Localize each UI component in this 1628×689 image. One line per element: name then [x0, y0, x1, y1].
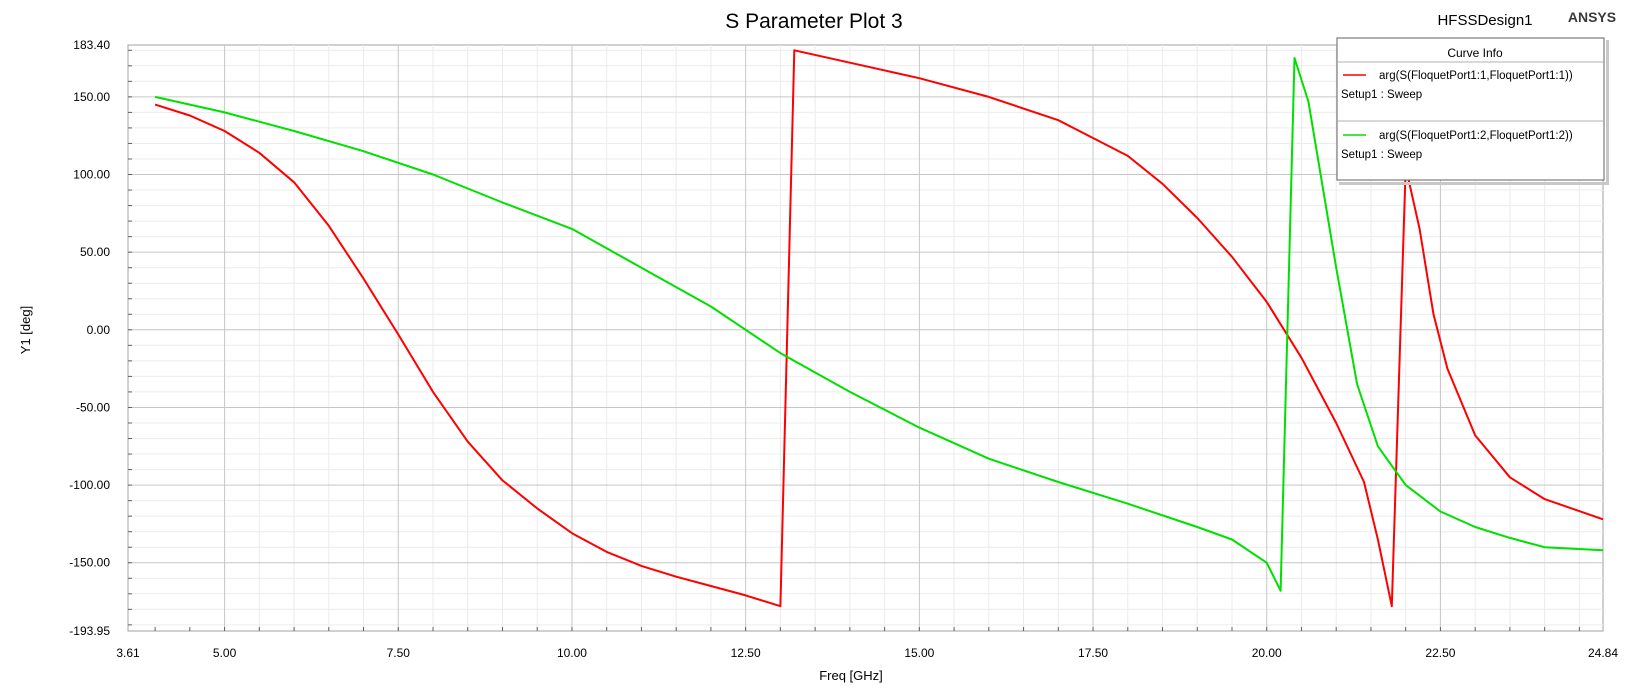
y-tick-label: -193.95 — [69, 624, 110, 638]
ansys-logo: ANSYS — [1568, 9, 1616, 25]
y-tick-label: 150.00 — [73, 90, 110, 104]
axis-tick-marks — [128, 49, 1580, 631]
design-name: HFSSDesign1 — [1437, 12, 1532, 29]
y-axis-label: Y1 [deg] — [18, 306, 33, 354]
x-tick-label: 10.00 — [557, 646, 587, 660]
y-tick-labels: 183.40 150.00 100.00 50.00 0.00 -50.00 -100.00… — [69, 38, 110, 638]
x-tick-label: 5.00 — [213, 646, 237, 660]
minor-gridlines — [128, 45, 1603, 631]
series-line-2 — [154, 57, 1604, 592]
y-tick-label: 183.40 — [73, 38, 110, 52]
x-tick-label: 22.50 — [1425, 646, 1455, 660]
x-tick-label: 17.50 — [1078, 646, 1108, 660]
legend-setup-s22: Setup1 : Sweep — [1341, 149, 1422, 161]
x-tick-label: 15.00 — [904, 646, 934, 660]
x-axis-label: Freq [GHz] — [819, 668, 883, 683]
y-tick-label: -50.00 — [76, 400, 110, 414]
x-tick-label: 12.50 — [731, 646, 761, 660]
y-tick-label: 0.00 — [87, 323, 111, 337]
x-tick-label: 24.84 — [1588, 646, 1618, 660]
legend-trace-s11: arg(S(FloquetPort1:1,FloquetPort1:1)) — [1379, 70, 1573, 82]
legend-setup-s11: Setup1 : Sweep — [1341, 89, 1422, 101]
curve-info-legend[interactable]: Curve Info arg(S(FloquetPort1:1,FloquetP… — [1336, 37, 1609, 185]
legend-title: Curve Info — [1447, 46, 1503, 60]
y-tick-label: -100.00 — [69, 478, 110, 492]
x-tick-label: 7.50 — [387, 646, 411, 660]
legend-trace-s22: arg(S(FloquetPort1:2,FloquetPort1:2)) — [1379, 130, 1573, 142]
chart-title: S Parameter Plot 3 — [725, 10, 902, 33]
x-tick-label: 3.61 — [116, 646, 140, 660]
y-tick-label: -150.00 — [69, 556, 110, 570]
x-tick-labels: 3.61 5.00 7.50 10.00 12.50 15.00 17.50 20.00 22.… — [116, 646, 1618, 660]
y-tick-label: 100.00 — [73, 168, 110, 182]
x-tick-label: 20.00 — [1252, 646, 1282, 660]
y-tick-label: 50.00 — [80, 245, 110, 259]
